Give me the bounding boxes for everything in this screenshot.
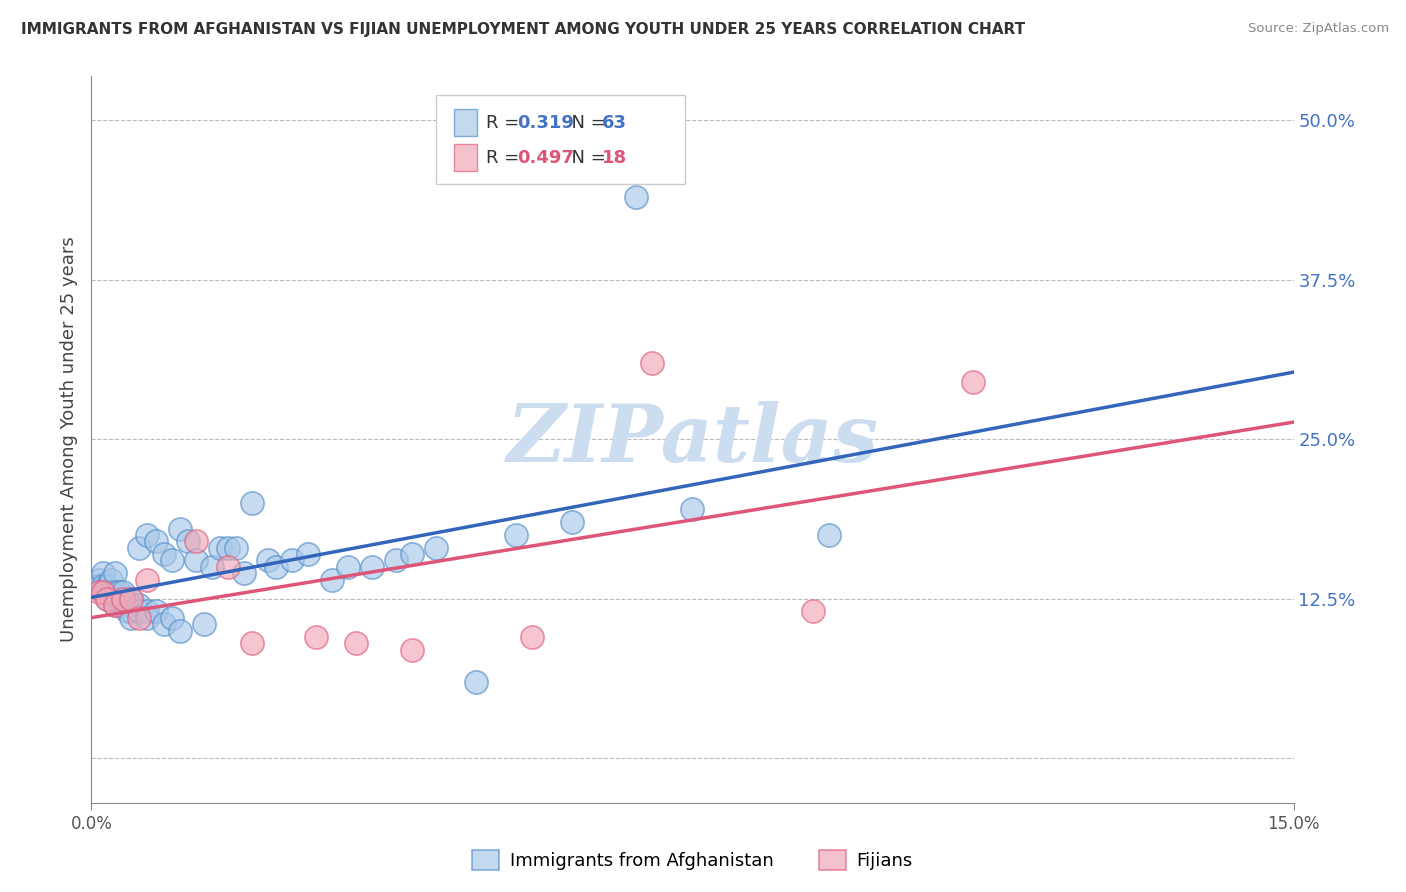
Point <box>281 553 304 567</box>
Point <box>297 547 319 561</box>
Point <box>184 534 207 549</box>
Point <box>100 573 122 587</box>
Point <box>401 642 423 657</box>
Point <box>152 617 174 632</box>
Point <box>641 356 664 370</box>
Point <box>160 611 183 625</box>
Point <box>962 375 984 389</box>
Text: ZIPatlas: ZIPatlas <box>506 401 879 478</box>
Point <box>217 541 239 555</box>
Point <box>89 573 111 587</box>
Point <box>169 624 191 638</box>
Text: N =: N = <box>560 113 612 132</box>
Point <box>225 541 247 555</box>
Point <box>121 598 143 612</box>
Point <box>240 636 263 650</box>
Point <box>112 591 135 606</box>
Point <box>360 559 382 574</box>
Point <box>108 591 131 606</box>
Point <box>160 553 183 567</box>
Point <box>100 585 122 599</box>
Point <box>96 579 118 593</box>
Point <box>505 528 527 542</box>
Point <box>136 611 159 625</box>
Point <box>145 605 167 619</box>
Point <box>264 559 287 574</box>
Y-axis label: Unemployment Among Youth under 25 years: Unemployment Among Youth under 25 years <box>59 236 77 642</box>
Point <box>201 559 224 574</box>
Point <box>104 591 127 606</box>
Point <box>240 496 263 510</box>
Text: 18: 18 <box>602 149 627 167</box>
Point <box>128 541 150 555</box>
Point <box>817 528 839 542</box>
Point <box>121 605 143 619</box>
Point <box>93 566 115 581</box>
Point <box>801 605 824 619</box>
Point <box>112 585 135 599</box>
Point <box>385 553 408 567</box>
Point <box>89 585 111 599</box>
Point <box>117 605 139 619</box>
Point <box>112 598 135 612</box>
Point <box>522 630 544 644</box>
Point <box>121 591 143 606</box>
Text: IMMIGRANTS FROM AFGHANISTAN VS FIJIAN UNEMPLOYMENT AMONG YOUTH UNDER 25 YEARS CO: IMMIGRANTS FROM AFGHANISTAN VS FIJIAN UN… <box>21 22 1025 37</box>
Point <box>465 674 488 689</box>
Point <box>305 630 328 644</box>
Point <box>152 547 174 561</box>
Point <box>626 190 648 204</box>
Point <box>128 598 150 612</box>
Point <box>128 605 150 619</box>
Text: R =: R = <box>486 149 526 167</box>
Point <box>93 579 115 593</box>
Point <box>96 591 118 606</box>
Point <box>104 598 127 612</box>
Point <box>321 573 343 587</box>
Point <box>208 541 231 555</box>
Point <box>425 541 447 555</box>
Point <box>217 559 239 574</box>
Point <box>256 553 278 567</box>
Point <box>84 579 107 593</box>
Text: R =: R = <box>486 113 526 132</box>
Point <box>104 566 127 581</box>
Point <box>104 585 127 599</box>
Point <box>121 591 143 606</box>
Text: N =: N = <box>560 149 612 167</box>
Point <box>193 617 215 632</box>
Point <box>136 573 159 587</box>
Legend: Immigrants from Afghanistan, Fijians: Immigrants from Afghanistan, Fijians <box>465 843 920 878</box>
Point <box>96 585 118 599</box>
Text: 0.319: 0.319 <box>517 113 574 132</box>
Text: 63: 63 <box>602 113 627 132</box>
Point <box>93 585 115 599</box>
Point <box>232 566 254 581</box>
Point <box>401 547 423 561</box>
Point <box>128 611 150 625</box>
Point <box>104 598 127 612</box>
Point <box>136 528 159 542</box>
Point <box>176 534 198 549</box>
Point <box>344 636 367 650</box>
Point <box>336 559 359 574</box>
Point <box>145 534 167 549</box>
Point <box>108 585 131 599</box>
Point <box>681 502 703 516</box>
Point <box>561 515 583 529</box>
Point <box>96 591 118 606</box>
Point <box>169 522 191 536</box>
Point <box>112 591 135 606</box>
Text: Source: ZipAtlas.com: Source: ZipAtlas.com <box>1249 22 1389 36</box>
Point <box>89 579 111 593</box>
Text: 0.497: 0.497 <box>517 149 574 167</box>
Point <box>121 611 143 625</box>
Point <box>136 605 159 619</box>
Point <box>184 553 207 567</box>
